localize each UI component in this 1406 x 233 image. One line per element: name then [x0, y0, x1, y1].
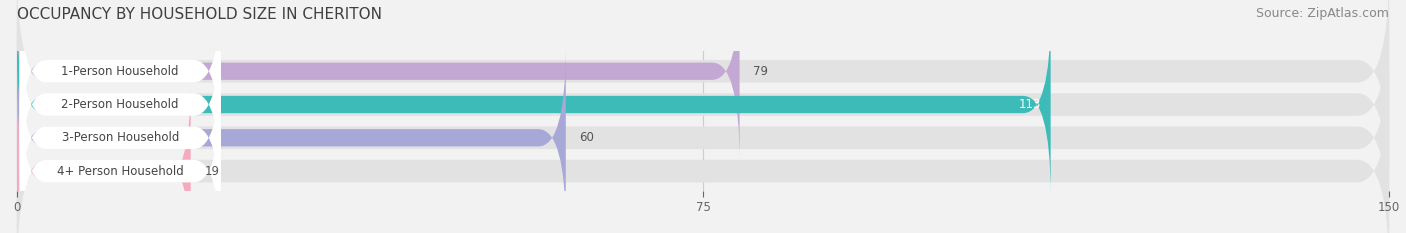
FancyBboxPatch shape	[17, 66, 1389, 233]
Text: 3-Person Household: 3-Person Household	[62, 131, 179, 144]
FancyBboxPatch shape	[17, 80, 191, 233]
FancyBboxPatch shape	[20, 16, 221, 193]
FancyBboxPatch shape	[17, 47, 565, 229]
Text: 60: 60	[579, 131, 595, 144]
Text: 19: 19	[204, 164, 219, 178]
FancyBboxPatch shape	[20, 49, 221, 226]
Text: OCCUPANCY BY HOUSEHOLD SIZE IN CHERITON: OCCUPANCY BY HOUSEHOLD SIZE IN CHERITON	[17, 7, 382, 22]
FancyBboxPatch shape	[17, 13, 1050, 196]
Text: 1-Person Household: 1-Person Household	[62, 65, 179, 78]
FancyBboxPatch shape	[17, 0, 740, 162]
FancyBboxPatch shape	[17, 0, 1389, 210]
FancyBboxPatch shape	[17, 0, 1389, 176]
FancyBboxPatch shape	[20, 82, 221, 233]
Text: 4+ Person Household: 4+ Person Household	[56, 164, 184, 178]
FancyBboxPatch shape	[20, 0, 221, 160]
Text: 79: 79	[754, 65, 768, 78]
Text: 2-Person Household: 2-Person Household	[62, 98, 179, 111]
Text: Source: ZipAtlas.com: Source: ZipAtlas.com	[1256, 7, 1389, 20]
Text: 113: 113	[1019, 98, 1042, 111]
FancyBboxPatch shape	[17, 33, 1389, 233]
